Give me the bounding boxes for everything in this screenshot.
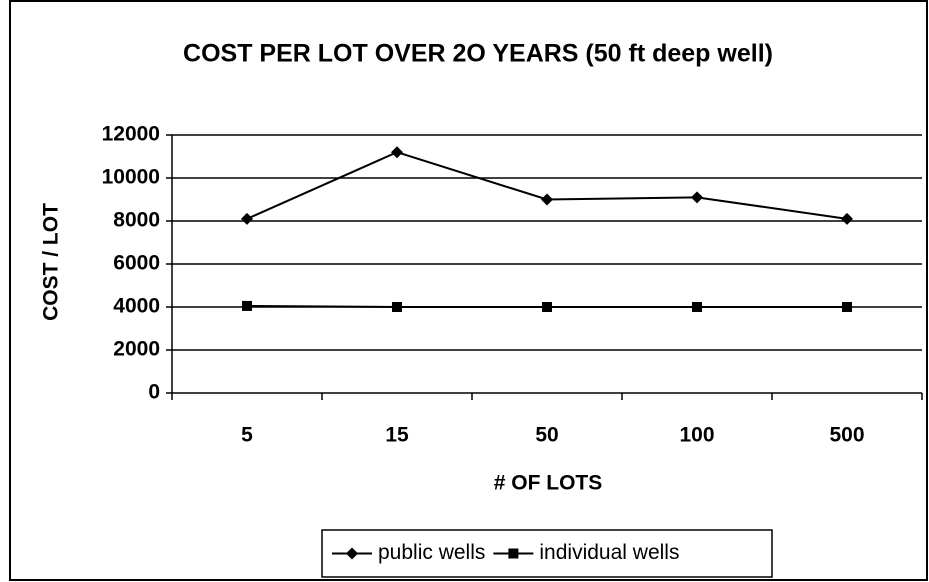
x-tick-label: 100 <box>679 424 714 447</box>
chart-title: COST PER LOT OVER 2O YEARS (50 ft deep w… <box>183 40 773 68</box>
diamond-marker <box>541 193 553 206</box>
diamond-marker <box>346 547 358 560</box>
y-tick-label: 6000 <box>113 252 160 275</box>
legend-label: public wells <box>378 541 485 564</box>
y-tick-label: 4000 <box>113 295 160 318</box>
x-tick-label: 15 <box>385 424 409 447</box>
x-tick-label: 5 <box>241 424 253 447</box>
square-marker <box>242 300 252 311</box>
diamond-marker <box>691 191 703 204</box>
y-tick-label: 12000 <box>102 123 160 146</box>
diamond-marker <box>391 146 403 159</box>
x-tick-label: 50 <box>535 424 558 447</box>
x-tick-label: 500 <box>829 424 864 447</box>
square-marker <box>542 302 552 312</box>
y-tick-label: 10000 <box>102 166 160 189</box>
legend-label: individual wells <box>539 541 679 564</box>
square-marker <box>392 302 402 312</box>
square-marker <box>842 302 852 312</box>
chart-frame <box>9 0 928 581</box>
y-tick-label: 0 <box>148 381 160 404</box>
y-tick-label: 2000 <box>113 338 160 361</box>
square-marker <box>692 302 702 312</box>
diamond-marker <box>241 212 253 225</box>
y-axis-label: COST / LOT <box>40 203 63 321</box>
y-tick-label: 8000 <box>113 209 160 232</box>
legend-box <box>321 529 773 578</box>
diamond-marker <box>841 212 853 225</box>
x-axis-label: # OF LOTS <box>494 472 603 495</box>
square-marker <box>508 548 519 559</box>
